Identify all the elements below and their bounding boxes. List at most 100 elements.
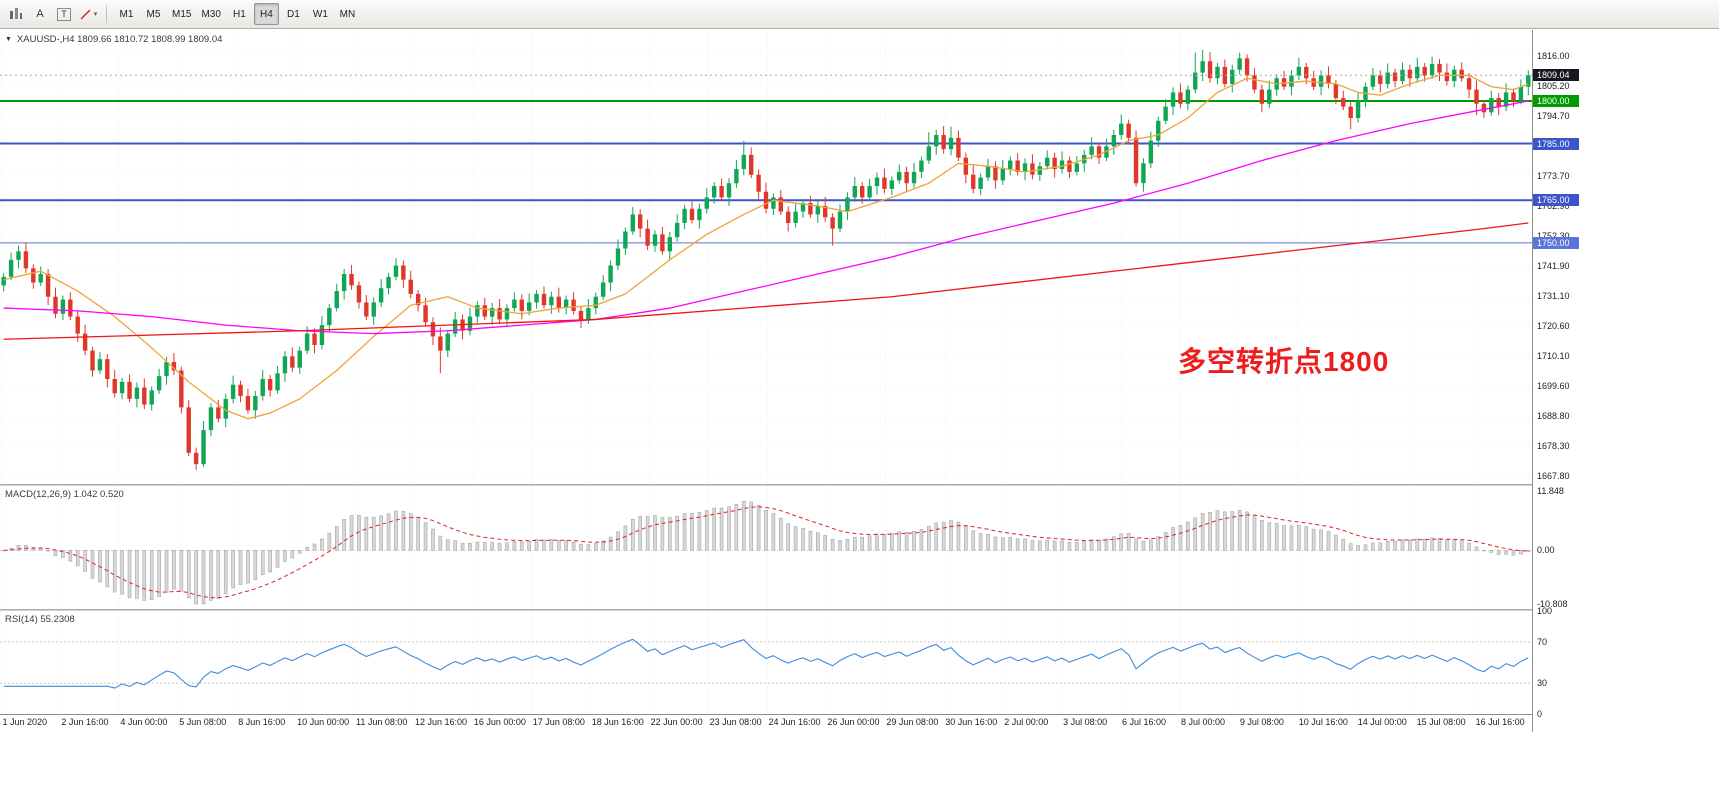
time-axis-label: 8 Jul 00:00 <box>1180 717 1225 727</box>
time-axis-label: 15 Jul 08:00 <box>1416 717 1466 727</box>
candles-group <box>1 49 1531 470</box>
level-price-badge: 1785.00 <box>1533 137 1579 150</box>
text-tool-label: T <box>57 7 71 21</box>
horizontal-level-lines <box>0 99 1532 244</box>
time-axis-label: 18 Jun 16:00 <box>591 717 644 727</box>
time-axis-label: 10 Jul 16:00 <box>1298 717 1348 727</box>
price-tick-label: 1710.10 <box>1537 351 1570 362</box>
chart-annotation-text: 多空转折点1800 <box>1178 346 1390 377</box>
draw-line-tool-button[interactable]: ▾ <box>77 3 99 25</box>
time-axis-label: 6 Jul 16:00 <box>1122 717 1167 727</box>
candlestick-chart[interactable] <box>0 30 1532 484</box>
time-axis-label: 3 Jul 08:00 <box>1063 717 1108 727</box>
price-tick-label: 1805.20 <box>1537 81 1570 92</box>
timeframe-m1-button[interactable]: M1 <box>114 3 139 25</box>
macd-indicator-chart <box>0 486 1532 609</box>
rsi-indicator-chart <box>0 611 1532 714</box>
text-tool-button[interactable]: T <box>53 3 75 25</box>
time-axis-label: 9 Jul 08:00 <box>1239 717 1284 727</box>
time-axis-label: 10 Jun 00:00 <box>297 717 350 727</box>
time-axis[interactable]: 1 Jun 2020 2 Jun 16:00 4 Jun 00:00 5 Jun 08… <box>0 714 1578 732</box>
price-tick-label: 1731.10 <box>1537 291 1570 302</box>
price-tick-label: 1816.00 <box>1537 50 1570 61</box>
time-axis-label: 2 Jul 00:00 <box>1004 717 1049 727</box>
price-tick-label: 1752.30 <box>1537 231 1570 241</box>
rsi-axis-label: 100 <box>1537 606 1553 616</box>
annotate-tool-button[interactable]: A <box>29 3 51 25</box>
timeframe-h1-button[interactable]: H1 <box>227 3 252 25</box>
toolbar-separator <box>106 5 107 23</box>
time-axis-label: 26 Jun 00:00 <box>827 717 880 727</box>
main-toolbar: A T ▾ M1 M5 M15 M30 H1 H4 D1 W1 MN <box>0 0 1719 29</box>
price-tick-label: 1741.90 <box>1537 260 1570 271</box>
ma-slow-red <box>3 222 1529 340</box>
rsi-axis-label: 30 <box>1537 678 1548 689</box>
level-price-badge: 1750.00 <box>1533 236 1579 249</box>
time-axis-label: 12 Jun 16:00 <box>414 717 467 727</box>
time-axis-label: 8 Jun 16:00 <box>238 717 286 727</box>
grid-lines <box>0 30 1532 484</box>
time-axis-label: 16 Jun 00:00 <box>473 717 526 727</box>
time-axis-label: 2 Jun 16:00 <box>61 717 109 727</box>
current-price-badge: 1809.04 <box>1533 69 1579 82</box>
rsi-label: RSI(14) 55.2308 <box>5 614 75 625</box>
time-axis-label: 23 Jun 08:00 <box>709 717 762 727</box>
price-tick-label: 1678.30 <box>1537 441 1570 452</box>
macd-label: MACD(12,26,9) 1.042 0.520 <box>5 489 124 500</box>
time-axis-label: 24 Jun 16:00 <box>768 717 821 727</box>
level-price-badge: 1765.00 <box>1533 194 1579 207</box>
level-price-badge: 1800.00 <box>1533 94 1579 107</box>
time-axis-label: 22 Jun 00:00 <box>650 717 703 727</box>
grid-lines <box>1 486 1476 609</box>
macd-axis-label: 11.848 <box>1537 486 1564 496</box>
ma-medium-magenta <box>3 100 1529 335</box>
price-tick-label: 1773.70 <box>1537 170 1570 181</box>
time-axis-label: 11 Jun 08:00 <box>356 717 408 727</box>
symbol-dropdown-icon[interactable]: ▼ <box>5 36 12 43</box>
rsi-line <box>3 638 1529 689</box>
timeframe-w1-button[interactable]: W1 <box>308 3 333 25</box>
trendline-icon <box>80 8 91 20</box>
grid-lines <box>1 611 1476 714</box>
time-axis-label: 16 Jul 16:00 <box>1475 717 1525 727</box>
pane-separator[interactable] <box>0 484 1578 486</box>
rsi-axis-label: 70 <box>1537 636 1548 647</box>
price-tick-label: 1688.80 <box>1537 411 1570 422</box>
time-axis-label: 1 Jun 2020 <box>2 717 48 727</box>
timeframe-mn-button[interactable]: MN <box>335 3 360 25</box>
time-axis-label: 5 Jun 08:00 <box>179 717 227 727</box>
macd-signal-line <box>3 506 1529 599</box>
moving-averages-group <box>3 74 1529 420</box>
timeframe-d1-button[interactable]: D1 <box>281 3 306 25</box>
macd-axis-label: 0.00 <box>1537 545 1555 556</box>
rsi-pane[interactable]: RSI(14) 55.2308 <box>0 611 1532 714</box>
time-axis-label: 29 Jun 08:00 <box>886 717 939 727</box>
symbol-ohlc-line: ▼ XAUUSD-,H4 1809.66 1810.72 1808.99 180… <box>5 34 222 45</box>
macd-axis-label: -10.808 <box>1537 599 1568 609</box>
price-tick-label: 1794.70 <box>1537 110 1570 121</box>
time-axis-label: 30 Jun 16:00 <box>945 717 998 727</box>
price-chart-pane[interactable]: ▼ XAUUSD-,H4 1809.66 1810.72 1808.99 180… <box>0 30 1532 484</box>
rsi-axis-label: 0 <box>1537 709 1543 719</box>
symbol-ohlc-text: XAUUSD-,H4 1809.66 1810.72 1808.99 1809.… <box>16 34 223 45</box>
time-axis-label: 4 Jun 00:00 <box>120 717 168 727</box>
timeframe-m5-button[interactable]: M5 <box>141 3 166 25</box>
timeframe-h4-button[interactable]: H4 <box>253 3 279 25</box>
price-tick-label: 1667.80 <box>1537 471 1570 482</box>
ma-fast-orange <box>3 74 1529 420</box>
chart-shell: ▼ XAUUSD-,H4 1809.66 1810.72 1808.99 180… <box>0 30 1719 796</box>
dropdown-caret-icon: ▾ <box>93 11 98 18</box>
time-axis-label: 14 Jul 00:00 <box>1357 717 1407 727</box>
price-tick-label: 1699.60 <box>1537 380 1570 391</box>
bar-chart-icon <box>10 8 22 19</box>
chart-window-icon[interactable] <box>5 3 27 25</box>
price-tick-label: 1720.60 <box>1537 321 1570 332</box>
pane-separator[interactable] <box>0 609 1578 611</box>
macd-histogram <box>1 501 1531 605</box>
timeframe-m30-button[interactable]: M30 <box>197 3 224 25</box>
timeframe-m15-button[interactable]: M15 <box>168 3 195 25</box>
time-axis-label: 17 Jun 08:00 <box>532 717 585 727</box>
price-axis[interactable]: 1816.001805.201794.701773.701762.901752.… <box>1532 30 1579 732</box>
macd-pane[interactable]: MACD(12,26,9) 1.042 0.520 <box>0 486 1532 609</box>
